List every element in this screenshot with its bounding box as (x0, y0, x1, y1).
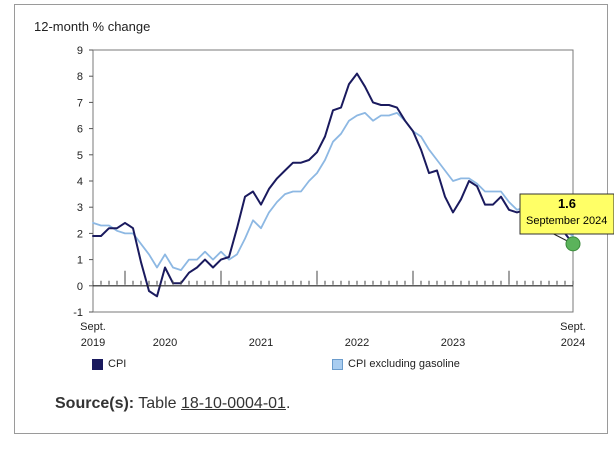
legend-label-cpi: CPI (108, 358, 127, 370)
y-tick-label: 4 (77, 176, 83, 188)
x-tick-label-year: 2024 (561, 337, 585, 349)
chart-frame (14, 4, 608, 434)
y-tick-label: 3 (77, 202, 83, 214)
source-note: Source(s): Table 18-10-0004-01. (55, 395, 290, 413)
x-tick-label-year: 2020 (153, 337, 177, 349)
y-tick-label: 8 (77, 71, 83, 83)
y-tick-label: 0 (77, 281, 83, 293)
legend-label-cpi-ex-gasoline: CPI excluding gasoline (348, 358, 460, 370)
x-tick-label-year: 2019 (81, 337, 105, 349)
x-tick-label-year: 2022 (345, 337, 369, 349)
y-tick-label: 2 (77, 228, 83, 240)
y-tick-label: 6 (77, 124, 83, 136)
y-axis-title: 12-month % change (34, 19, 150, 34)
callout-label: September 2024 (526, 215, 607, 227)
legend-item-cpi: CPI (92, 358, 126, 370)
x-tick-label-month: Sept. (560, 321, 586, 333)
x-tick-label-year: 2021 (249, 337, 273, 349)
series-line-cpi (92, 72, 574, 298)
source-text: Table (138, 395, 177, 412)
legend-swatch-cpi (92, 358, 103, 370)
legend-item-cpi-ex-gasoline: CPI excluding gasoline (332, 358, 460, 370)
series-line-cpi-ex-gasoline (92, 112, 574, 272)
source-end: . (285, 395, 291, 412)
y-tick-label: 7 (77, 97, 83, 109)
callout-value: 1.6 (558, 196, 576, 211)
x-tick-label-month: Sept. (80, 321, 106, 333)
y-tick-label: 9 (77, 45, 83, 57)
legend-swatch-cpi-ex-gasoline (332, 358, 343, 370)
highlighted-point-marker (565, 236, 581, 252)
source-table-link[interactable]: 18-10-0004-01 (180, 395, 286, 412)
callout-box (519, 193, 614, 235)
y-tick-label: 1 (77, 255, 83, 267)
y-tick-label: 5 (77, 150, 83, 162)
source-label: Source(s): (55, 395, 135, 412)
y-tick-label: -1 (73, 307, 83, 319)
x-tick-label-year: 2023 (441, 337, 465, 349)
plot-area-border (92, 49, 574, 313)
